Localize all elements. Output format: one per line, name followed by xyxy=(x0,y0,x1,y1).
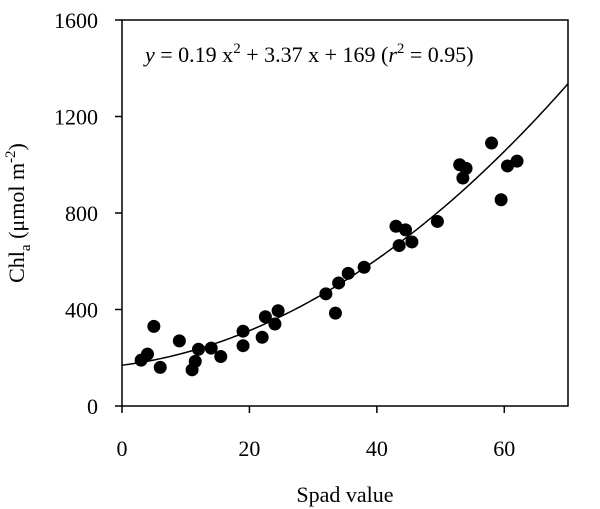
data-point xyxy=(191,342,205,356)
data-point xyxy=(147,319,161,333)
x-tick-label: 60 xyxy=(493,436,515,461)
y-tick-label: 1200 xyxy=(54,105,98,130)
data-point xyxy=(328,306,342,320)
data-point xyxy=(236,324,250,338)
equation-sup2: 2 xyxy=(397,41,405,57)
equation-sup1: 2 xyxy=(233,41,241,57)
y-axis-title-units-close: ) xyxy=(4,143,29,150)
y-axis-title: Chla (μmol m-2) xyxy=(3,143,34,283)
y-axis-title-subscript: a xyxy=(18,244,34,251)
equation-part1: = 0.19 x xyxy=(155,42,233,67)
data-point xyxy=(188,354,202,368)
data-point xyxy=(271,304,285,318)
data-point xyxy=(430,214,444,228)
equation-part2: + 3.37 x + 169 ( xyxy=(241,42,389,67)
data-point xyxy=(510,154,524,168)
equation-part3: = 0.95) xyxy=(404,42,473,67)
data-point xyxy=(236,339,250,353)
data-point xyxy=(494,193,508,207)
data-points xyxy=(134,136,524,377)
regression-curve xyxy=(121,83,569,366)
y-axis-ticks: 0 400 800 1200 1600 xyxy=(54,8,122,419)
data-point xyxy=(459,161,473,175)
data-point xyxy=(405,235,419,249)
data-point xyxy=(172,334,186,348)
data-point xyxy=(214,350,228,364)
data-point xyxy=(500,159,514,173)
y-tick-label: 400 xyxy=(65,298,98,323)
data-point xyxy=(204,341,218,355)
equation-annotation: y = 0.19 x2 + 3.37 x + 169 (r2 = 0.95) xyxy=(143,41,474,67)
data-point xyxy=(140,347,154,361)
data-point xyxy=(153,360,167,374)
equation-y: y xyxy=(143,42,155,67)
x-axis-ticks: 0 20 40 60 xyxy=(117,406,515,461)
y-axis-title-main: Chl xyxy=(4,251,29,283)
x-tick-label: 40 xyxy=(366,436,388,461)
data-point xyxy=(255,330,269,344)
y-tick-label: 1600 xyxy=(54,8,98,33)
data-point xyxy=(319,287,333,301)
y-tick-label: 0 xyxy=(87,394,98,419)
y-tick-label: 800 xyxy=(65,201,98,226)
plot-frame xyxy=(121,19,569,407)
y-axis-title-units-sup: -2 xyxy=(3,150,19,163)
data-point xyxy=(341,266,355,280)
data-point xyxy=(357,260,371,274)
data-point xyxy=(485,136,499,150)
data-point xyxy=(332,276,346,290)
data-point xyxy=(268,317,282,331)
y-axis-title-units: (μmol m xyxy=(4,163,29,244)
x-tick-label: 0 xyxy=(117,436,128,461)
x-axis-title: Spad value xyxy=(296,482,393,507)
x-tick-label: 20 xyxy=(238,436,260,461)
data-point xyxy=(392,239,406,253)
equation-r: r xyxy=(388,42,397,67)
data-point xyxy=(399,223,413,237)
data-point xyxy=(258,310,272,324)
